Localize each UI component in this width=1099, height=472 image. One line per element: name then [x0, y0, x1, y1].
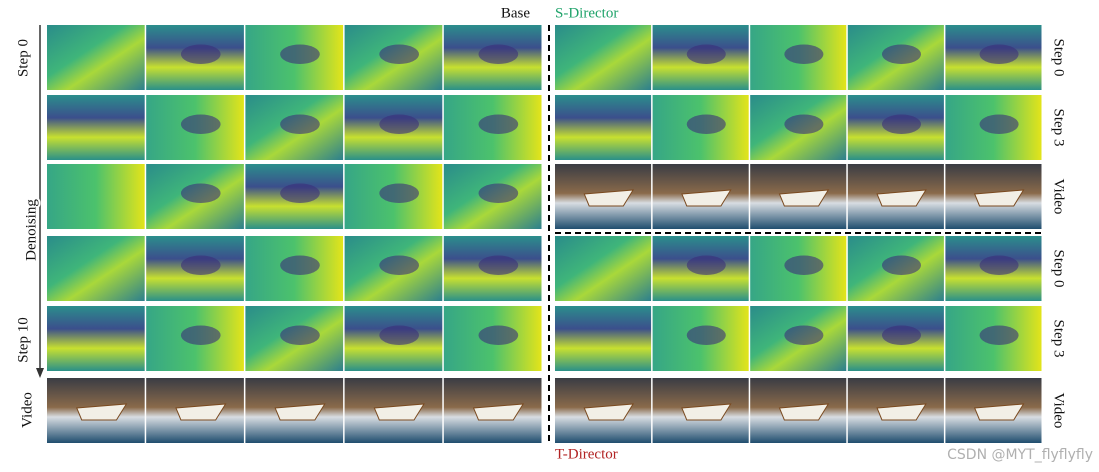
attention-map: [47, 164, 145, 229]
map-blob: [979, 114, 1019, 134]
map-blob: [881, 114, 921, 134]
boat: [175, 403, 227, 421]
axis-label: Step 10: [15, 317, 31, 362]
map-blob: [784, 114, 824, 134]
row-label: Step 3: [1051, 320, 1067, 358]
map-blob: [180, 114, 221, 134]
attention-map: [555, 306, 652, 371]
map-blob: [180, 44, 221, 64]
boat: [876, 189, 927, 207]
map-blob: [686, 255, 726, 275]
s-director-label: S-Director: [555, 5, 618, 21]
map-blob: [478, 44, 519, 64]
map-blob: [379, 183, 419, 203]
boat: [681, 189, 732, 207]
arrow-head: [36, 368, 44, 378]
boat: [583, 403, 635, 421]
attention-map: [47, 95, 145, 160]
map-blob: [379, 255, 419, 275]
map-blob: [280, 325, 320, 345]
map-blob: [881, 325, 921, 345]
boat: [876, 403, 927, 421]
attention-map: [555, 236, 652, 301]
t-director-label: T-Director: [555, 446, 618, 462]
row-label: Video: [1051, 179, 1067, 215]
boat: [583, 189, 635, 207]
map-blob: [478, 325, 519, 345]
map-blob: [686, 44, 726, 64]
watermark: CSDN @MYT_flyflyfly: [947, 447, 1093, 463]
map-blob: [979, 325, 1019, 345]
attention-map: [47, 306, 145, 371]
map-blob: [379, 114, 419, 134]
row-label: Step 0: [1051, 250, 1067, 288]
boat: [681, 403, 732, 421]
map-blob: [379, 44, 419, 64]
map-blob: [784, 44, 824, 64]
boat: [472, 403, 525, 421]
row-label: Step 0: [1051, 39, 1067, 77]
axis-label: Step 0: [15, 39, 31, 77]
boat: [373, 403, 425, 421]
map-blob: [180, 325, 221, 345]
map-blob: [478, 183, 519, 203]
axis-label: Denoising: [23, 199, 39, 261]
map-blob: [180, 183, 221, 203]
row-label: Video: [1051, 393, 1067, 429]
boat: [973, 189, 1025, 207]
row-label: Step 3: [1051, 109, 1067, 147]
row-labels: Step 0 Step 3 Video Step 0 Step 3 Video: [1051, 39, 1067, 429]
map-blob: [686, 325, 726, 345]
attention-map: [47, 25, 145, 90]
map-blob: [784, 255, 824, 275]
attention-map: [555, 25, 652, 90]
boat: [778, 403, 830, 421]
map-blob: [881, 255, 921, 275]
boat: [274, 403, 326, 421]
map-blob: [979, 44, 1019, 64]
map-blob: [379, 325, 419, 345]
map-blob: [784, 325, 824, 345]
map-blob: [979, 255, 1019, 275]
attention-map: [555, 95, 652, 160]
map-blob: [686, 114, 726, 134]
map-blob: [881, 44, 921, 64]
row-label: Video: [19, 392, 35, 428]
boat: [76, 403, 128, 421]
boat: [973, 403, 1025, 421]
base-label: Base: [501, 5, 531, 21]
map-blob: [280, 255, 320, 275]
map-blob: [280, 183, 320, 203]
tiles: [47, 25, 1042, 443]
map-blob: [180, 255, 221, 275]
map-blob: [280, 44, 320, 64]
attention-map: [47, 236, 145, 301]
map-blob: [478, 114, 519, 134]
map-blob: [478, 255, 519, 275]
boat: [778, 189, 830, 207]
map-blob: [280, 114, 320, 134]
